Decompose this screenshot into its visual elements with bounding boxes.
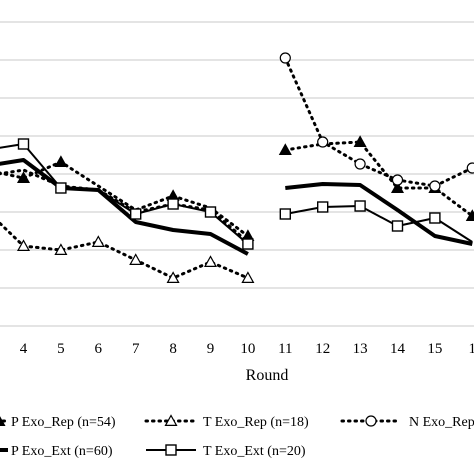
legend-label: P Exo_Ext (n=60) [11, 444, 113, 459]
data-point [16, 171, 31, 183]
x-axis-ticks: 4 5 6 7 8 9 10 11 12 13 14 15 1 [20, 341, 474, 357]
legend-entry-2: N Exo_Rep [340, 415, 474, 430]
series-layer [0, 52, 474, 283]
legend-entry-3: P Exo_Ext (n=60) [0, 444, 113, 459]
legend-label: T Exo_Rep (n=18) [203, 415, 309, 430]
x-tick-label: 10 [240, 341, 255, 357]
data-point [54, 243, 68, 255]
legend: P Exo_Rep (n=54) T Exo_Rep (n=18) N Exo_Re… [0, 414, 474, 459]
data-point [166, 271, 180, 283]
x-tick-label: 12 [315, 341, 330, 357]
series-line-segment [283, 56, 474, 188]
series-0 [0, 135, 474, 241]
x-tick-label: 11 [278, 341, 292, 357]
series-3 [0, 158, 473, 256]
data-point [16, 239, 31, 251]
data-point [91, 235, 105, 247]
data-point [241, 271, 255, 283]
series-line-segment [0, 221, 250, 280]
data-point [242, 238, 254, 250]
series-line-segment [0, 143, 249, 245]
data-point [54, 155, 68, 167]
x-tick-label: 13 [353, 341, 368, 357]
data-point [279, 208, 291, 220]
x-axis-title: Round [246, 367, 289, 384]
data-point [365, 415, 377, 427]
x-tick-label: 14 [390, 341, 406, 357]
legend-label: N Exo_Rep [409, 415, 474, 430]
data-point [466, 162, 474, 174]
series-line-segment [0, 160, 250, 238]
legend-entry-0: P Exo_Rep (n=54) [0, 415, 116, 430]
data-point [165, 444, 177, 456]
x-tick-label: 6 [95, 341, 103, 357]
data-point [203, 255, 218, 267]
x-tick-label: 4 [20, 341, 28, 357]
data-point [55, 182, 67, 194]
data-point [429, 212, 441, 224]
x-tick-label: 5 [57, 341, 65, 357]
data-point [391, 174, 404, 186]
x-tick-label: 15 [427, 341, 442, 357]
series-line-segment [285, 182, 473, 246]
series-line-segment [0, 158, 249, 256]
series-line-segment [283, 140, 474, 218]
legend-label: T Exo_Ext (n=20) [203, 444, 306, 459]
data-point [354, 158, 366, 170]
data-point [129, 208, 142, 220]
x-tick-label: 9 [207, 341, 215, 357]
series-4 [0, 138, 473, 250]
series-1 [0, 221, 255, 283]
data-point [167, 198, 179, 210]
data-point [0, 416, 6, 426]
data-point [204, 206, 217, 218]
data-point [317, 136, 329, 148]
data-point [17, 138, 30, 150]
data-point [465, 209, 474, 221]
data-point [317, 201, 329, 213]
data-point [278, 143, 292, 155]
data-point [429, 180, 441, 192]
legend-entry-1: T Exo_Rep (n=18) [144, 414, 309, 430]
legend-entry-4: T Exo_Ext (n=20) [146, 444, 306, 459]
x-tick-label: 8 [169, 341, 177, 357]
x-tick-label: 7 [132, 341, 140, 357]
data-point [353, 135, 367, 147]
y-gridlines [0, 21, 474, 327]
data-point [129, 253, 143, 265]
series-line-segment [285, 205, 473, 243]
data-point [164, 414, 178, 426]
x-tick-label: 1 [469, 341, 474, 357]
data-point [391, 220, 404, 232]
data-point [354, 200, 366, 212]
data-point [279, 52, 291, 64]
data-point [390, 181, 405, 193]
legend-label: P Exo_Rep (n=54) [11, 415, 116, 430]
